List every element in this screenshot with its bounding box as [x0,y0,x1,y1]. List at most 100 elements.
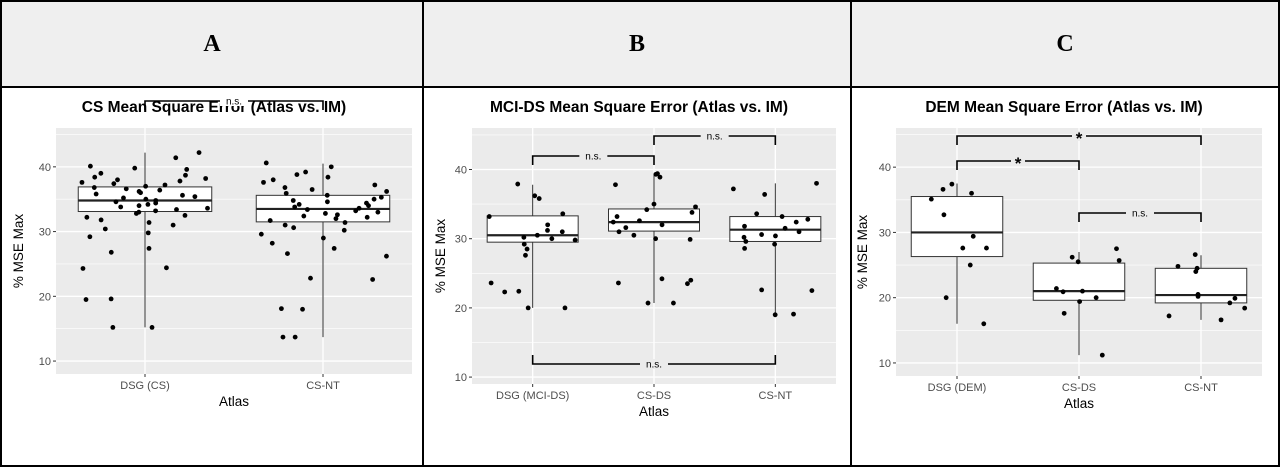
data-point [183,172,188,178]
data-point [203,176,209,181]
data-point [762,192,768,197]
data-point [146,246,152,251]
data-point [545,222,551,228]
box [910,196,1004,258]
data-point [545,228,550,233]
data-point [294,172,300,178]
data-point [353,208,359,214]
data-point [534,232,540,238]
data-point [384,253,389,259]
data-point [371,196,377,202]
data-point [805,216,811,222]
data-point [309,187,315,192]
data-point [1232,295,1238,301]
data-point [325,174,331,180]
data-point [1060,289,1066,295]
data-point [1193,269,1199,274]
data-point [782,225,788,231]
data-point [320,235,326,241]
data-point [1080,288,1085,294]
data-point [205,205,210,211]
data-point [773,233,778,239]
significance-label: * [1076,129,1083,148]
significance-label: n.s. [707,132,723,143]
data-point [366,203,371,209]
data-point [742,223,747,229]
data-point [328,164,334,170]
data-point [524,246,530,252]
data-point [1114,246,1119,252]
data-point [651,201,657,207]
data-point [536,196,542,201]
data-point [685,281,690,287]
data-point [521,234,527,240]
significance-label: n.s. [646,360,662,371]
y-axis-label: % MSE Max [11,214,26,289]
data-point [113,199,119,205]
x-tick-label: DSG (DEM) [928,382,987,394]
data-point [335,212,340,218]
data-point [102,226,108,232]
data-point [960,245,966,251]
data-point [616,280,621,286]
data-point [969,190,974,196]
data-point [631,232,637,238]
data-point [772,241,778,247]
x-tick-label: CS-NT [759,390,793,402]
data-point [93,191,99,197]
data-point [384,189,390,194]
data-point [653,171,659,177]
panel-a: A CS Mean Square Error (Atlas vs. IM) 10 2… [2,2,424,465]
data-point [132,165,138,171]
data-point [741,234,747,240]
data-point [688,277,694,283]
y-tick-label: 10 [39,356,51,368]
data-point [108,249,114,255]
bracket-label-bg [1126,208,1154,218]
data-point [331,246,337,251]
data-point [143,196,149,202]
data-point [1054,286,1059,291]
significance-label: n.s. [585,152,601,163]
data-point [488,280,494,286]
data-point [1093,295,1099,301]
data-point [671,300,676,306]
y-tick-label: 30 [455,234,467,246]
box [486,215,579,243]
y-tick-label: 40 [879,162,891,174]
data-point [84,214,90,220]
y-tick-label: 10 [879,358,891,370]
data-point [173,155,179,161]
data-point [80,266,86,271]
y-tick-label: 40 [455,165,467,177]
data-point [98,217,104,223]
panel-a-letter: A [203,30,221,57]
data-point [79,179,85,185]
data-point [123,186,129,192]
panel-a-header: A [2,2,422,88]
data-point [157,187,163,193]
data-point [378,194,384,200]
data-point [308,275,313,281]
data-point [516,288,522,294]
data-point [324,192,330,198]
data-point [689,210,695,215]
data-point [138,190,143,196]
data-point [269,240,275,246]
data-point [645,300,651,306]
y-tick-label: 40 [39,162,51,174]
data-point [285,251,290,256]
data-point [809,288,815,293]
data-point [521,241,527,247]
x-axis-label: Atlas [639,404,669,419]
data-point [984,245,989,251]
data-point [796,229,802,235]
bracket-label-bg [220,96,248,106]
data-point [324,199,330,205]
data-point [341,227,347,233]
y-tick-label: 20 [39,291,51,303]
data-point [943,295,949,301]
data-point [370,277,376,282]
data-point [98,170,104,176]
data-point [525,305,531,311]
